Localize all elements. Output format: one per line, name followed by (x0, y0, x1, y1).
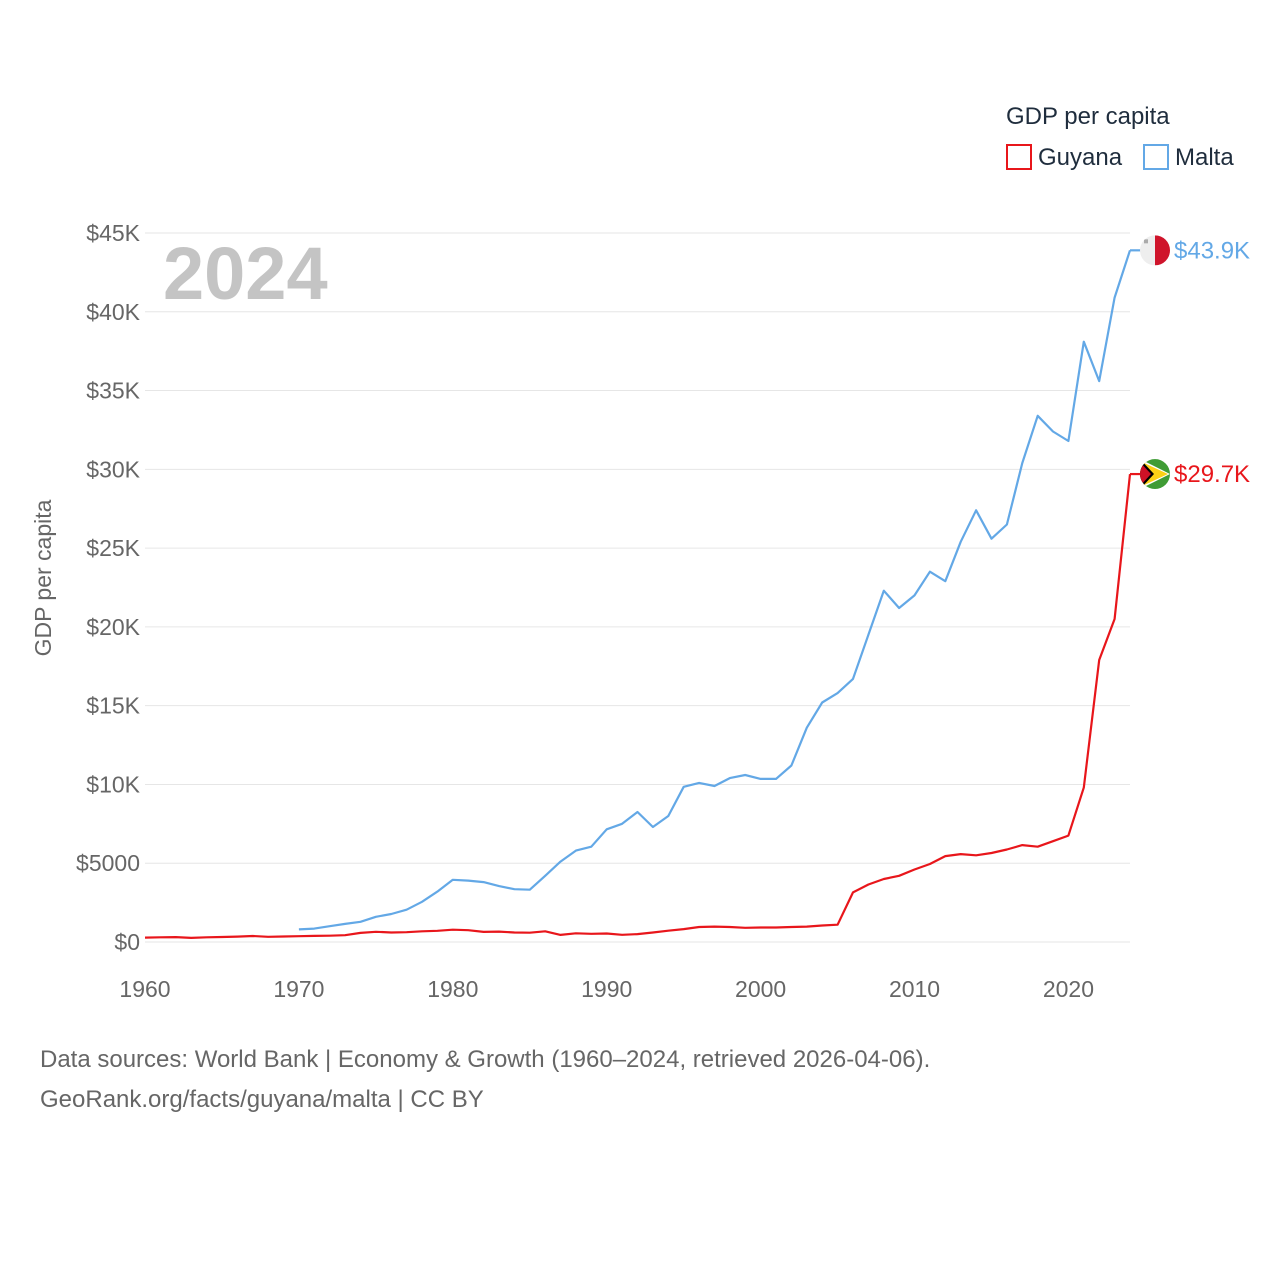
series-layer (144, 249, 1141, 940)
legend-item-guyana[interactable]: Guyana (1006, 144, 1123, 171)
legend: GDP per capita Guyana Malta (1006, 103, 1234, 171)
y-tick-label: $35K (86, 378, 140, 404)
x-tick-label: 1960 (119, 976, 170, 1002)
x-axis-ticks: 1960 1970 1980 1990 2000 2010 2020 (119, 976, 1094, 1002)
y-tick-label: $45K (86, 220, 140, 246)
legend-swatch-malta (1143, 144, 1169, 170)
year-label: 2024 (163, 232, 328, 315)
y-tick-label: $0 (114, 929, 140, 955)
footer: Data sources: World Bank | Economy & Gro… (40, 1040, 930, 1120)
legend-label-guyana: Guyana (1038, 144, 1123, 171)
y-axis-label: GDP per capita (30, 499, 56, 656)
y-tick-label: $40K (86, 299, 140, 325)
x-tick-label: 2020 (1043, 976, 1094, 1002)
y-axis-ticks: $0 $5000 $10K $15K $20K $25K $30K $35K $40K $45K (76, 220, 141, 955)
y-tick-label: $15K (86, 693, 140, 719)
x-tick-label: 1970 (273, 976, 324, 1002)
x-tick-label: 2010 (889, 976, 940, 1002)
footer-attribution: GeoRank.org/facts/guyana/malta | CC BY (40, 1086, 484, 1113)
series-line-guyana (144, 473, 1132, 940)
x-tick-label: 1980 (427, 976, 478, 1002)
end-value-label-guyana: $29.7K (1174, 461, 1250, 488)
y-tick-label: $30K (86, 456, 140, 482)
y-tick-label: $20K (86, 614, 140, 640)
y-tick-label: $5000 (76, 850, 140, 876)
footer-sources: Data sources: World Bank | Economy & Gro… (40, 1046, 931, 1073)
legend-item-malta[interactable]: Malta (1143, 144, 1234, 171)
legend-label-malta: Malta (1175, 144, 1234, 171)
end-markers: $29.7K $43.9K (1140, 235, 1250, 490)
series-line-malta (298, 249, 1132, 931)
end-value-label-malta: $43.9K (1174, 237, 1250, 264)
legend-swatch-guyana (1006, 144, 1032, 170)
x-tick-label: 2000 (735, 976, 786, 1002)
y-tick-label: $25K (86, 535, 140, 561)
grid-lines (145, 232, 1130, 943)
guyana-flag-icon (1140, 459, 1170, 490)
x-tick-label: 1990 (581, 976, 632, 1002)
legend-title: GDP per capita (1006, 103, 1170, 130)
y-tick-label: $10K (86, 771, 140, 797)
malta-flag-icon (1140, 235, 1170, 266)
